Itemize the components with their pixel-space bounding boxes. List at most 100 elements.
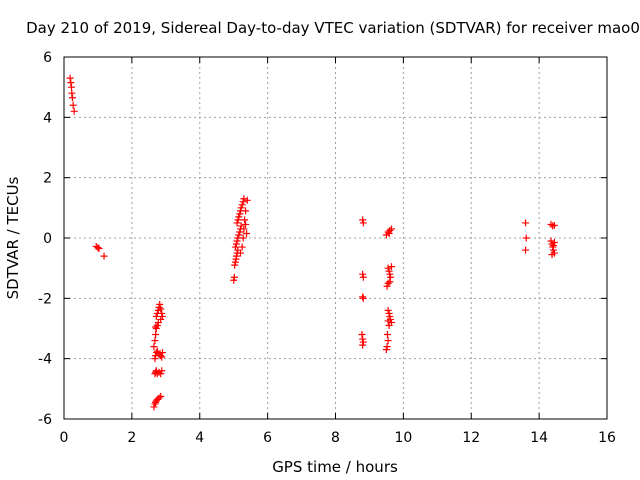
data-point	[233, 219, 241, 227]
y-tick-label: 6	[43, 50, 52, 66]
x-tick-label: 0	[60, 430, 69, 446]
data-point	[383, 331, 391, 339]
data-point	[384, 317, 392, 325]
data-point	[359, 341, 367, 349]
data-point	[386, 226, 394, 234]
data-point	[522, 246, 530, 254]
data-point	[150, 343, 158, 351]
data-point	[384, 337, 392, 345]
data-point	[151, 400, 159, 408]
data-point	[384, 279, 392, 287]
data-point	[384, 306, 392, 314]
data-point	[150, 403, 158, 411]
data-point	[94, 244, 102, 252]
data-point	[549, 222, 557, 230]
data-point	[100, 252, 108, 260]
data-point	[158, 367, 166, 375]
data-point	[359, 273, 367, 281]
y-tick-label: 2	[43, 171, 52, 187]
x-tick-label: 6	[263, 430, 272, 446]
data-point	[155, 394, 163, 402]
data-point	[236, 228, 244, 236]
y-tick-label: -4	[38, 352, 52, 368]
data-point	[69, 101, 77, 109]
data-point	[387, 225, 395, 233]
data-point	[383, 343, 391, 351]
data-point	[547, 220, 555, 228]
data-point	[157, 315, 165, 323]
data-point	[158, 312, 166, 320]
data-point	[239, 234, 247, 242]
data-point	[232, 252, 240, 260]
y-tick-label: -2	[38, 291, 52, 307]
data-point	[151, 355, 159, 363]
data-point	[68, 89, 76, 97]
data-point	[234, 216, 242, 224]
data-point	[95, 245, 103, 253]
data-point	[239, 198, 247, 206]
y-axis-label: SDTVAR / TECUs	[4, 176, 22, 299]
data-point	[359, 216, 367, 224]
data-point	[238, 243, 246, 251]
data-point	[157, 352, 165, 360]
y-tick-label: 0	[43, 231, 52, 247]
data-point	[385, 321, 393, 329]
data-point	[152, 398, 160, 406]
data-point	[236, 249, 244, 257]
data-point	[387, 263, 395, 271]
data-point	[383, 282, 391, 290]
data-point	[385, 229, 393, 237]
data-point	[158, 353, 166, 361]
x-tick-label: 8	[331, 430, 340, 446]
data-point	[152, 323, 160, 331]
x-tick-label: 16	[598, 430, 616, 446]
x-tick-label: 4	[195, 430, 204, 446]
x-axis-label: GPS time / hours	[272, 458, 398, 476]
data-point	[386, 312, 394, 320]
data-point	[66, 74, 74, 82]
data-point	[386, 270, 394, 278]
data-point	[231, 258, 239, 266]
data-point	[70, 107, 78, 115]
data-point	[549, 242, 557, 250]
data-point	[153, 321, 161, 329]
data-point	[359, 338, 367, 346]
data-point	[230, 273, 238, 281]
data-points	[66, 74, 558, 411]
data-point	[547, 237, 555, 245]
data-point	[359, 294, 367, 302]
data-point	[235, 231, 243, 239]
data-point	[151, 337, 159, 345]
data-point	[241, 216, 249, 224]
data-point	[386, 273, 394, 281]
data-point	[155, 303, 163, 311]
data-point	[67, 83, 75, 91]
data-point	[157, 305, 165, 313]
data-point	[235, 213, 243, 221]
data-point	[230, 276, 238, 284]
data-point	[152, 325, 160, 332]
data-point	[238, 201, 246, 209]
data-point	[158, 349, 166, 357]
grid-lines	[64, 57, 607, 419]
data-point	[237, 204, 245, 212]
data-point	[153, 347, 161, 355]
axis-tick-labels: 0 2 4 6 8 10 12 14 16 -6 -4 -2 0 2 4 6	[38, 50, 616, 446]
data-point	[243, 196, 251, 204]
data-point	[231, 243, 239, 251]
x-tick-label: 14	[530, 430, 548, 446]
data-point	[550, 221, 558, 229]
chart-title: Day 210 of 2019, Sidereal Day-to-day VTE…	[26, 19, 640, 37]
data-point	[240, 195, 248, 203]
x-tick-label: 2	[127, 430, 136, 446]
data-point	[382, 346, 390, 354]
data-point	[385, 267, 393, 275]
axis-ticks	[63, 56, 608, 420]
data-point	[152, 312, 160, 320]
data-point	[384, 264, 392, 272]
data-point	[231, 261, 239, 269]
data-point	[157, 392, 165, 400]
data-point	[522, 219, 530, 227]
x-tick-label: 10	[394, 430, 412, 446]
